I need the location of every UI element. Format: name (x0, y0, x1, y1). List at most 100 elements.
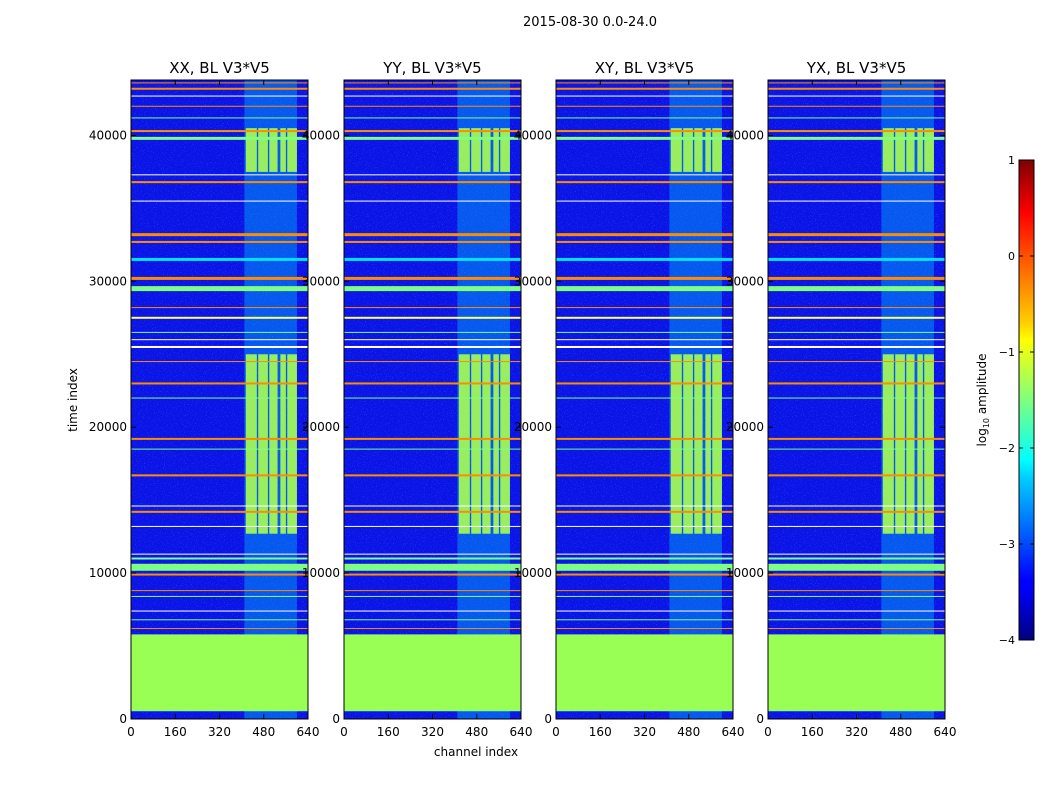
y-tick-label: 10000 (514, 566, 552, 580)
rfi-line (131, 307, 308, 309)
colorbar-tick-label: −4 (999, 634, 1015, 647)
x-tick-label: 320 (421, 725, 444, 739)
rfi-line (344, 136, 521, 140)
rfi-line (344, 117, 521, 119)
rfi-line (344, 563, 521, 571)
rfi-line (131, 174, 308, 176)
y-tick-label: 40000 (726, 128, 764, 142)
rfi-line (344, 174, 521, 176)
rfi-line (556, 257, 733, 261)
rfi-line (131, 382, 308, 385)
rfi-line (344, 87, 521, 90)
rfi-block (882, 354, 894, 534)
rfi-line (344, 181, 521, 184)
rfi-line (131, 136, 308, 140)
rfi-line (131, 628, 308, 630)
rfi-line (131, 276, 308, 280)
rfi-line (768, 525, 945, 527)
rfi-line (556, 437, 733, 440)
y-tick-label: 10000 (726, 566, 764, 580)
rfi-block (683, 128, 693, 172)
rfi-line (768, 240, 945, 243)
rfi-line (768, 286, 945, 292)
rfi-line (768, 307, 945, 309)
rfi-block (670, 128, 682, 172)
rfi-block (493, 128, 499, 172)
rfi-line (131, 510, 308, 513)
x-tick-label: 0 (552, 725, 560, 739)
rfi-block (500, 128, 510, 172)
rfi-line (768, 174, 945, 176)
colorbar-ticks: 1 0 −1 −2 −3 −4 (999, 154, 1034, 647)
rfi-line (556, 573, 733, 576)
panel-title: YX, BL V3*V5 (806, 59, 907, 77)
colorbar-gradient (1018, 159, 1035, 641)
rfi-line (131, 240, 308, 243)
y-tick-label: 40000 (302, 128, 340, 142)
y-tick-label: 0 (332, 712, 340, 726)
panel-2: YY, BL V3*V5 0 160 320 480 640 0 10000 20000 3000… (302, 59, 533, 739)
rfi-line (768, 87, 945, 90)
rfi-block (482, 128, 491, 172)
rfi-line (131, 448, 308, 450)
rfi-line (556, 505, 733, 507)
rfi-block (917, 128, 923, 172)
rfi-line (768, 345, 945, 348)
rfi-block (287, 354, 297, 534)
colorbar-tick-label: −2 (999, 442, 1015, 455)
rfi-block (712, 354, 722, 534)
rfi-line (131, 87, 308, 90)
rfi-block (245, 354, 257, 534)
y-tick-label: 0 (544, 712, 552, 726)
colorbar-tick-label: −1 (999, 346, 1015, 359)
x-axis-label: channel index (434, 745, 518, 759)
rfi-block (471, 128, 481, 172)
y-tick-label: 30000 (726, 274, 764, 288)
rfi-line (556, 181, 733, 184)
rfi-line (131, 286, 308, 292)
rfi-line (556, 286, 733, 292)
rfi-line (344, 130, 521, 133)
rfi-line (768, 117, 945, 119)
rfi-line (768, 95, 945, 97)
rfi-line (768, 130, 945, 133)
rfi-block (924, 128, 934, 172)
rfi-line (131, 257, 308, 261)
rfi-block (471, 354, 481, 534)
rfi-line (344, 286, 521, 292)
rfi-line (556, 331, 733, 333)
rfi-line (344, 510, 521, 513)
x-tick-label: 320 (845, 725, 868, 739)
x-tick-label: 480 (889, 725, 912, 739)
rfi-line (344, 307, 521, 309)
rfi-line (768, 200, 945, 202)
rfi-line (556, 200, 733, 202)
rfi-line (131, 105, 308, 107)
colorbar-tick-label: −3 (999, 538, 1015, 551)
rfi-line (556, 510, 733, 513)
rfi-line (344, 95, 521, 97)
flagged-block (768, 634, 945, 711)
rfi-line (131, 557, 308, 560)
rfi-line (344, 610, 521, 612)
rfi-block (906, 354, 915, 534)
rfi-line (768, 595, 945, 597)
x-tick-label: 480 (465, 725, 488, 739)
rfi-line (344, 628, 521, 630)
flagged-block (131, 634, 308, 711)
rfi-line (344, 276, 521, 280)
rfi-line (556, 276, 733, 280)
rfi-line (556, 345, 733, 348)
x-tick-label: 480 (252, 725, 275, 739)
rfi-block (258, 354, 268, 534)
rfi-line (556, 595, 733, 597)
y-tick-label: 20000 (514, 420, 552, 434)
rfi-line (344, 361, 521, 363)
rfi-line (556, 610, 733, 612)
flagged-block (556, 634, 733, 711)
rfi-line (131, 474, 308, 477)
rfi-line (131, 345, 308, 348)
heatmap-noise (344, 80, 521, 719)
rfi-line (556, 95, 733, 97)
rfi-line (131, 563, 308, 571)
